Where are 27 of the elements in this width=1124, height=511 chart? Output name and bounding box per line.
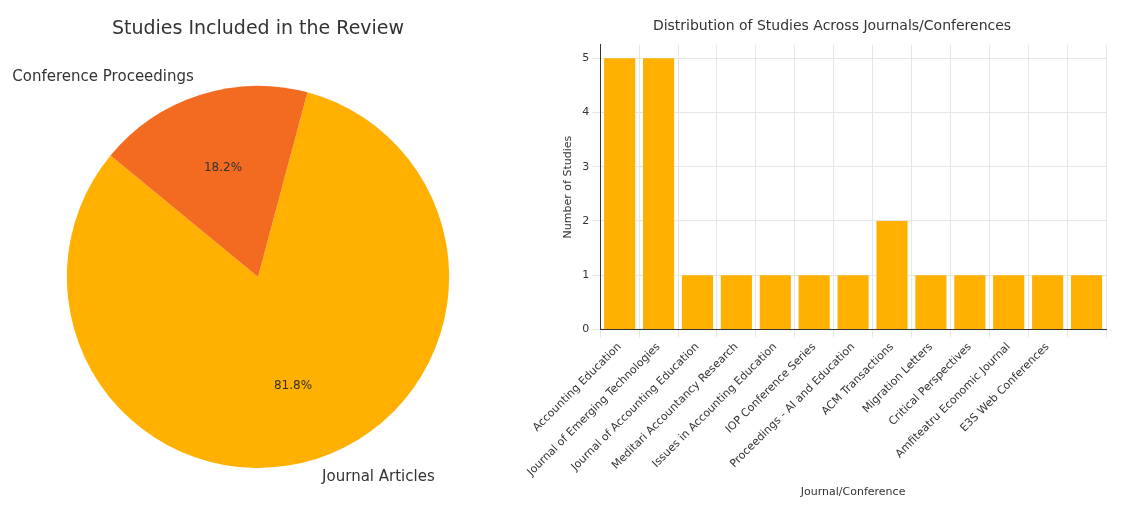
data-label: 18.2% [203,159,243,174]
y-tick-label: 5 [582,51,590,65]
slice-label: Journal Articles [321,466,435,485]
y-tick-label: 2 [582,213,590,227]
chart-title: Distribution of Studies Across Journals/Conferences [652,17,1012,34]
bar [604,58,636,329]
x-axis-title: Journal/Conference [799,485,906,499]
bar [993,275,1025,329]
chart-title: Studies Included in the Review [111,16,405,39]
y-axis-title: Number of Studies [561,135,575,239]
bar [954,275,986,329]
data-label: 81.8% [273,378,313,393]
slice-label: Conference Proceedings [12,66,195,85]
y-tick-label: 4 [582,105,590,119]
bar [1070,275,1103,329]
bar [837,275,869,329]
bar [643,58,675,329]
bar [681,275,714,329]
bar [798,275,830,329]
y-tick-label: 0 [582,322,590,336]
y-tick-label: 1 [582,268,590,282]
bar [915,275,947,329]
y-tick-label: 3 [582,159,590,173]
bar [720,275,752,329]
bar [876,220,908,329]
bar [759,275,791,329]
bar [1032,275,1064,329]
